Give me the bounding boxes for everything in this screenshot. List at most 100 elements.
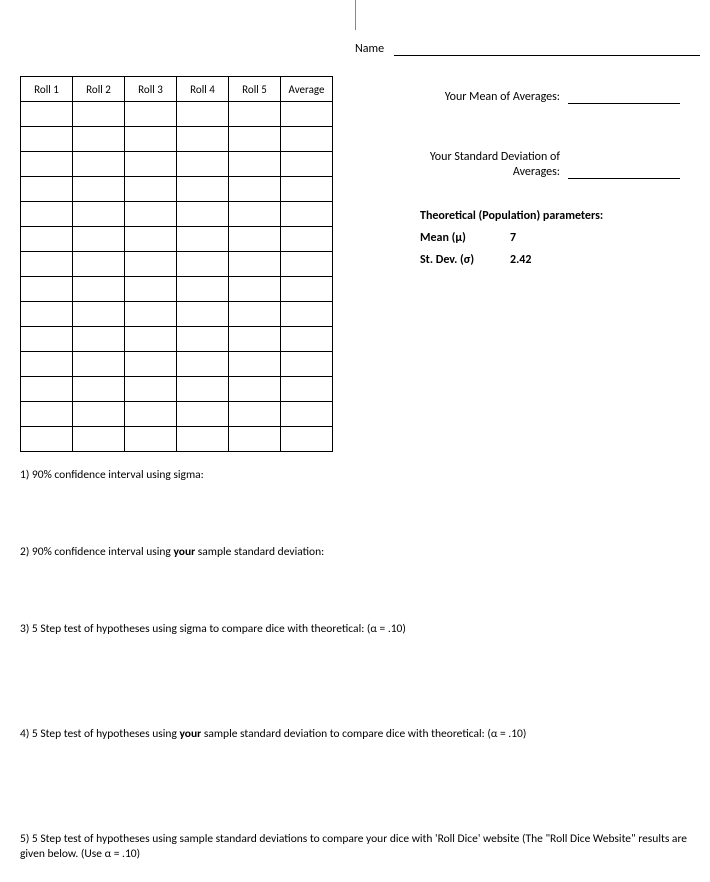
table-cell: [125, 377, 177, 402]
table-cell: [125, 327, 177, 352]
table-cell: [21, 352, 73, 377]
table-cell: [177, 202, 229, 227]
table-row: [21, 402, 333, 427]
table-cell: [229, 102, 281, 127]
table-cell: [21, 377, 73, 402]
question-5: 5) 5 Step test of hypotheses using sampl…: [20, 832, 690, 862]
table-cell: [281, 277, 333, 302]
table-cell: [281, 102, 333, 127]
table-cell: [281, 127, 333, 152]
table-cell: [125, 177, 177, 202]
table-cell: [177, 402, 229, 427]
table-row: [21, 177, 333, 202]
name-label: Name: [355, 42, 384, 56]
table-cell: [177, 227, 229, 252]
table-cell: [281, 427, 333, 452]
mean-of-averages-row: Your Mean of Averages:: [420, 90, 680, 104]
mean-param-label: Mean (μ): [420, 231, 510, 245]
table-cell: [229, 177, 281, 202]
table-cell: [125, 102, 177, 127]
table-cell: [281, 377, 333, 402]
table-row: [21, 377, 333, 402]
question-2-emphasis: your: [173, 545, 195, 559]
mean-of-averages-label: Your Mean of Averages:: [420, 90, 560, 104]
table-cell: [281, 302, 333, 327]
table-cell: [125, 127, 177, 152]
table-header: Roll 4: [177, 77, 229, 102]
page-center-tick: [355, 0, 356, 30]
table-cell: [21, 427, 73, 452]
question-2-part-a: 2) 90% confidence interval using: [20, 545, 173, 559]
table-header: Roll 3: [125, 77, 177, 102]
table-cell: [177, 252, 229, 277]
table-cell: [21, 277, 73, 302]
table-cell: [73, 352, 125, 377]
table-cell: [21, 102, 73, 127]
table-cell: [73, 252, 125, 277]
stddev-param-value: 2.42: [510, 253, 531, 267]
table-header: Roll 5: [229, 77, 281, 102]
table-cell: [21, 177, 73, 202]
table-cell: [281, 227, 333, 252]
table-cell: [229, 252, 281, 277]
table-cell: [177, 352, 229, 377]
table-cell: [177, 177, 229, 202]
table-cell: [281, 252, 333, 277]
table-cell: [21, 402, 73, 427]
table-cell: [177, 127, 229, 152]
table-cell: [73, 177, 125, 202]
table-cell: [281, 202, 333, 227]
table-cell: [73, 377, 125, 402]
table-cell: [229, 227, 281, 252]
table-cell: [125, 302, 177, 327]
table-cell: [177, 377, 229, 402]
table-cell: [125, 152, 177, 177]
mean-of-averages-line: [568, 90, 680, 104]
stddev-of-averages-line: [568, 165, 680, 179]
table-cell: [229, 377, 281, 402]
table-cell: [177, 302, 229, 327]
table-row: [21, 302, 333, 327]
questions-block: 1) 90% confidence interval using sigma: …: [20, 468, 690, 862]
table-header: Average: [281, 77, 333, 102]
table-cell: [73, 102, 125, 127]
table-cell: [229, 202, 281, 227]
table-cell: [125, 427, 177, 452]
table-row: [21, 252, 333, 277]
table-cell: [125, 352, 177, 377]
table-row: [21, 102, 333, 127]
table-cell: [125, 277, 177, 302]
table-cell: [281, 352, 333, 377]
table-row: [21, 152, 333, 177]
table-cell: [229, 152, 281, 177]
table-cell: [21, 302, 73, 327]
stddev-of-averages-row: Your Standard Deviation of Averages:: [420, 150, 680, 179]
table-cell: [73, 202, 125, 227]
mean-param-value: 7: [510, 231, 516, 245]
table-cell: [177, 102, 229, 127]
table-row: [21, 202, 333, 227]
table-row: [21, 277, 333, 302]
table-cell: [281, 177, 333, 202]
table-cell: [177, 427, 229, 452]
table-cell: [21, 327, 73, 352]
question-4-emphasis: your: [179, 727, 201, 741]
table-cell: [229, 402, 281, 427]
stddev-of-averages-label: Your Standard Deviation of Averages:: [420, 150, 560, 179]
table-cell: [125, 402, 177, 427]
name-row: Name: [0, 42, 710, 56]
question-4: 4) 5 Step test of hypotheses using your …: [20, 727, 690, 742]
table-cell: [229, 352, 281, 377]
table-row: [21, 127, 333, 152]
table-cell: [73, 427, 125, 452]
table-cell: [21, 252, 73, 277]
question-3: 3) 5 Step test of hypotheses using sigma…: [20, 622, 690, 637]
table-cell: [281, 327, 333, 352]
table-row: [21, 227, 333, 252]
table-cell: [21, 127, 73, 152]
table-cell: [21, 152, 73, 177]
table-cell: [229, 327, 281, 352]
table-row: [21, 327, 333, 352]
table-cell: [73, 152, 125, 177]
table-cell: [21, 227, 73, 252]
